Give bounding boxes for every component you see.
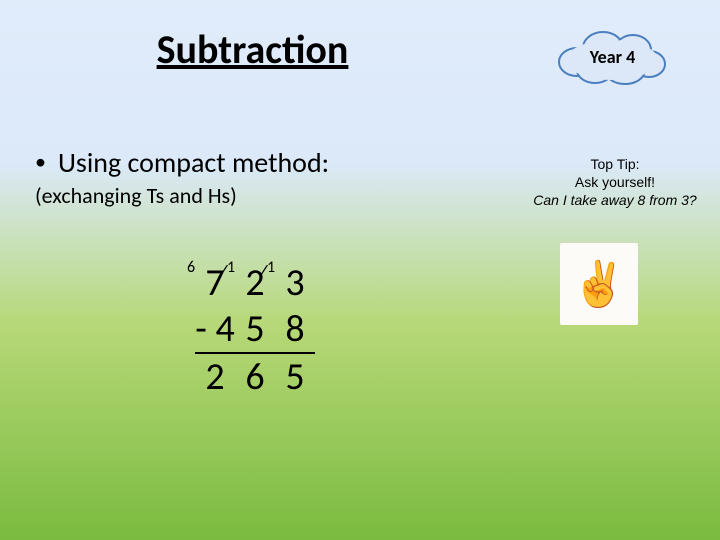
slide: Subtraction Year 4 • Using compact method… xyxy=(0,0,720,540)
hand-icon: ✌ xyxy=(572,257,627,311)
bullet-dot: • xyxy=(35,148,46,175)
tip-line2: Ask yourself! xyxy=(525,173,705,191)
borrow-h: 6 xyxy=(187,258,195,277)
borrow-o: 1 xyxy=(267,258,275,277)
strike-h: ⁄ xyxy=(221,262,227,281)
bullet-text: Using compact method: xyxy=(58,145,329,180)
cloud-label: Year 4 xyxy=(555,28,670,86)
hand-image: ✌ xyxy=(560,243,638,325)
cell-ans-o: 5 xyxy=(275,354,315,400)
cell-ans-t: 6 xyxy=(235,354,275,400)
year-cloud: Year 4 xyxy=(555,28,670,86)
page-title: Subtraction xyxy=(0,25,505,74)
sub-note: (exchanging Ts and Hs) xyxy=(35,182,237,209)
strike-t: ⁄ xyxy=(261,262,267,281)
cell-bot-o: 8 xyxy=(275,306,315,354)
tip-title: Top Tip: xyxy=(525,155,705,173)
top-tip: Top Tip: Ask yourself! Can I take away 8… xyxy=(525,155,705,210)
cell-bot-t: 5 xyxy=(235,306,275,354)
bullet-line: • Using compact method: xyxy=(35,145,329,180)
tip-question: Can I take away 8 from 3? xyxy=(525,191,705,209)
cell-top-o: 1 3 xyxy=(275,260,315,306)
borrow-t: 1 xyxy=(227,258,235,277)
digit-top-o: 3 xyxy=(285,260,304,306)
subtraction-work: 6 7 ⁄ 1 2 ⁄ 1 3 - 4 5 8 2 6 5 xyxy=(195,260,315,400)
cell-minus: - 4 xyxy=(195,306,235,354)
cell-ans-h: 2 xyxy=(195,354,235,400)
